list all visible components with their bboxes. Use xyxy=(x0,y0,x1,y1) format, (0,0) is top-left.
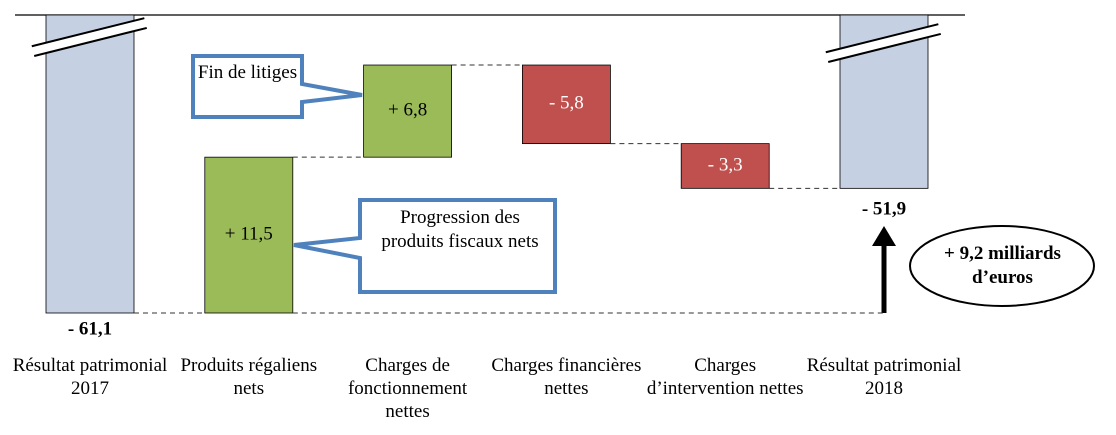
value-label: + 11,5 xyxy=(225,223,273,244)
bar xyxy=(45,14,135,314)
annotation: Fin de litiges xyxy=(197,62,298,83)
bar xyxy=(522,64,611,145)
annotation: + 9,2 milliards d’euros xyxy=(944,243,1061,288)
x-tick-label: Produits régaliens nets xyxy=(180,355,318,399)
arrow-head xyxy=(872,226,896,246)
break-line xyxy=(31,17,145,48)
break-line xyxy=(33,26,148,57)
callout xyxy=(293,198,557,294)
x-tick-label: Charges financières nettes xyxy=(491,355,642,399)
x-tick-label: Résultat patrimonial 2018 xyxy=(806,355,962,399)
value-label: - 61,1 xyxy=(68,318,112,339)
value-label: - 51,9 xyxy=(862,199,906,220)
callout xyxy=(191,54,363,119)
break-line xyxy=(827,32,942,63)
value-label: + 6,8 xyxy=(388,99,427,120)
bar xyxy=(680,143,770,189)
value-label: - 3,3 xyxy=(708,154,743,175)
bar xyxy=(204,156,294,314)
break-line xyxy=(825,23,939,54)
value-label: - 5,8 xyxy=(549,93,584,114)
annotation: Progression des produits fiscaux nets xyxy=(381,207,539,252)
x-tick-label: Charges de fonctionnement nettes xyxy=(347,355,468,422)
x-tick-label: Charges d’intervention nettes xyxy=(646,355,804,399)
bar xyxy=(363,64,453,158)
break-gap xyxy=(833,26,933,61)
break-gap xyxy=(39,20,139,55)
ellipse xyxy=(909,225,1095,307)
x-tick-label: Résultat patrimonial 2017 xyxy=(12,355,168,399)
